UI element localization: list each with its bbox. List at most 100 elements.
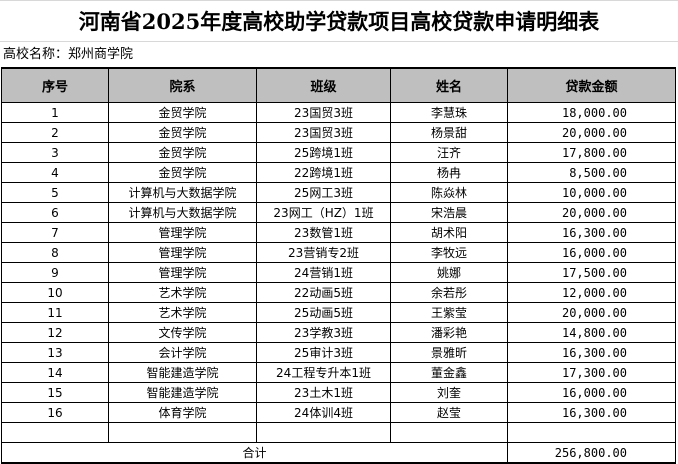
cell-amount[interactable]: 12,000.00 (507, 282, 676, 303)
cell-seq[interactable]: 8 (1, 242, 109, 263)
cell-name[interactable]: 李慧珠 (390, 102, 508, 123)
cell-class[interactable]: 23国贸3班 (256, 122, 391, 143)
cell-college[interactable]: 金贸学院 (108, 102, 257, 123)
cell-name[interactable]: 姚娜 (390, 262, 508, 283)
cell-college[interactable]: 计算机与大数据学院 (108, 182, 257, 203)
cell-college[interactable]: 会计学院 (108, 342, 257, 363)
cell-college[interactable]: 管理学院 (108, 222, 257, 243)
cell-name[interactable]: 胡术阳 (390, 222, 508, 243)
cell-college[interactable]: 管理学院 (108, 262, 257, 283)
cell-name[interactable]: 杨冉 (390, 162, 508, 183)
cell-seq[interactable]: 7 (1, 222, 109, 243)
col-header-amount: 贷款金额 (507, 67, 676, 103)
cell-name[interactable]: 汪齐 (390, 142, 508, 163)
cell-college[interactable]: 智能建造学院 (108, 362, 257, 383)
sheet-title: 河南省2025年度高校助学贷款项目高校贷款申请明细表 (0, 0, 678, 42)
cell-class[interactable]: 23网工（HZ）1班 (256, 202, 391, 223)
cell-name[interactable]: 刘奎 (390, 382, 508, 403)
cell-college[interactable]: 文传学院 (108, 322, 257, 343)
cell-class[interactable]: 25动画5班 (256, 302, 391, 323)
cell-amount[interactable]: 14,800.00 (507, 322, 676, 343)
cell-college[interactable]: 金贸学院 (108, 122, 257, 143)
table-row: 4 金贸学院 22跨境1班 杨冉 8,500.00 (1, 162, 676, 183)
cell-amount[interactable]: 20,000.00 (507, 302, 676, 323)
cell-seq[interactable]: 11 (1, 302, 109, 323)
cell-seq[interactable]: 12 (1, 322, 109, 343)
cell-class[interactable]: 23土木1班 (256, 382, 391, 403)
header-row: 序号 院系 班级 姓名 贷款金额 (1, 67, 676, 103)
cell-amount[interactable]: 20,000.00 (507, 202, 676, 223)
col-header-class: 班级 (256, 67, 391, 103)
cell-seq[interactable]: 1 (1, 102, 109, 123)
cell-class[interactable]: 24营销1班 (256, 262, 391, 283)
empty-row (1, 422, 676, 443)
cell-name[interactable]: 宋浩晨 (390, 202, 508, 223)
cell-amount[interactable]: 17,300.00 (507, 362, 676, 383)
col-header-college: 院系 (108, 67, 257, 103)
cell-class[interactable]: 25网工3班 (256, 182, 391, 203)
cell-name[interactable]: 赵莹 (390, 402, 508, 423)
cell-class[interactable]: 25跨境1班 (256, 142, 391, 163)
cell-amount[interactable]: 16,000.00 (507, 242, 676, 263)
cell-class[interactable]: 24体训4班 (256, 402, 391, 423)
cell-seq[interactable]: 6 (1, 202, 109, 223)
table-row: 11 艺术学院 25动画5班 王紫莹 20,000.00 (1, 302, 676, 323)
cell-name[interactable]: 景雅昕 (390, 342, 508, 363)
cell-amount[interactable]: 8,500.00 (507, 162, 676, 183)
cell-name[interactable]: 董金鑫 (390, 362, 508, 383)
cell-seq[interactable]: 16 (1, 402, 109, 423)
cell-college[interactable]: 艺术学院 (108, 302, 257, 323)
cell-name[interactable]: 陈焱林 (390, 182, 508, 203)
cell-name[interactable]: 杨景甜 (390, 122, 508, 143)
cell-seq[interactable]: 14 (1, 362, 109, 383)
cell-college[interactable]: 艺术学院 (108, 282, 257, 303)
total-amount: 256,800.00 (507, 442, 676, 464)
empty-cell[interactable] (507, 422, 676, 443)
table-row: 8 管理学院 23营销专2班 李牧远 16,000.00 (1, 242, 676, 263)
cell-name[interactable]: 李牧远 (390, 242, 508, 263)
table-row: 5 计算机与大数据学院 25网工3班 陈焱林 10,000.00 (1, 182, 676, 203)
cell-college[interactable]: 管理学院 (108, 242, 257, 263)
cell-amount[interactable]: 20,000.00 (507, 122, 676, 143)
cell-seq[interactable]: 13 (1, 342, 109, 363)
cell-seq[interactable]: 10 (1, 282, 109, 303)
table-row: 1 金贸学院 23国贸3班 李慧珠 18,000.00 (1, 102, 676, 123)
cell-college[interactable]: 体育学院 (108, 402, 257, 423)
empty-cell[interactable] (108, 422, 257, 443)
cell-amount[interactable]: 16,300.00 (507, 402, 676, 423)
cell-name[interactable]: 潘彩艳 (390, 322, 508, 343)
cell-class[interactable]: 22动画5班 (256, 282, 391, 303)
table-row: 12 文传学院 23学教3班 潘彩艳 14,800.00 (1, 322, 676, 343)
cell-class[interactable]: 22跨境1班 (256, 162, 391, 183)
cell-amount[interactable]: 10,000.00 (507, 182, 676, 203)
cell-class[interactable]: 23数管1班 (256, 222, 391, 243)
empty-cell[interactable] (1, 422, 109, 443)
empty-cell[interactable] (390, 422, 508, 443)
cell-seq[interactable]: 2 (1, 122, 109, 143)
cell-college[interactable]: 计算机与大数据学院 (108, 202, 257, 223)
cell-seq[interactable]: 4 (1, 162, 109, 183)
empty-cell[interactable] (256, 422, 391, 443)
cell-amount[interactable]: 17,500.00 (507, 262, 676, 283)
cell-amount[interactable]: 16,300.00 (507, 222, 676, 243)
cell-amount[interactable]: 16,300.00 (507, 342, 676, 363)
cell-seq[interactable]: 9 (1, 262, 109, 283)
cell-amount[interactable]: 18,000.00 (507, 102, 676, 123)
cell-class[interactable]: 23学教3班 (256, 322, 391, 343)
cell-name[interactable]: 王紫莹 (390, 302, 508, 323)
cell-amount[interactable]: 16,000.00 (507, 382, 676, 403)
cell-seq[interactable]: 3 (1, 142, 109, 163)
cell-college[interactable]: 智能建造学院 (108, 382, 257, 403)
cell-class[interactable]: 24工程专升本1班 (256, 362, 391, 383)
cell-name[interactable]: 余若彤 (390, 282, 508, 303)
cell-class[interactable]: 23国贸3班 (256, 102, 391, 123)
cell-class[interactable]: 23营销专2班 (256, 242, 391, 263)
cell-college[interactable]: 金贸学院 (108, 162, 257, 183)
cell-amount[interactable]: 17,800.00 (507, 142, 676, 163)
cell-seq[interactable]: 15 (1, 382, 109, 403)
cell-class[interactable]: 25审计3班 (256, 342, 391, 363)
table-row: 6 计算机与大数据学院 23网工（HZ）1班 宋浩晨 20,000.00 (1, 202, 676, 223)
table-row: 15 智能建造学院 23土木1班 刘奎 16,000.00 (1, 382, 676, 403)
cell-college[interactable]: 金贸学院 (108, 142, 257, 163)
cell-seq[interactable]: 5 (1, 182, 109, 203)
